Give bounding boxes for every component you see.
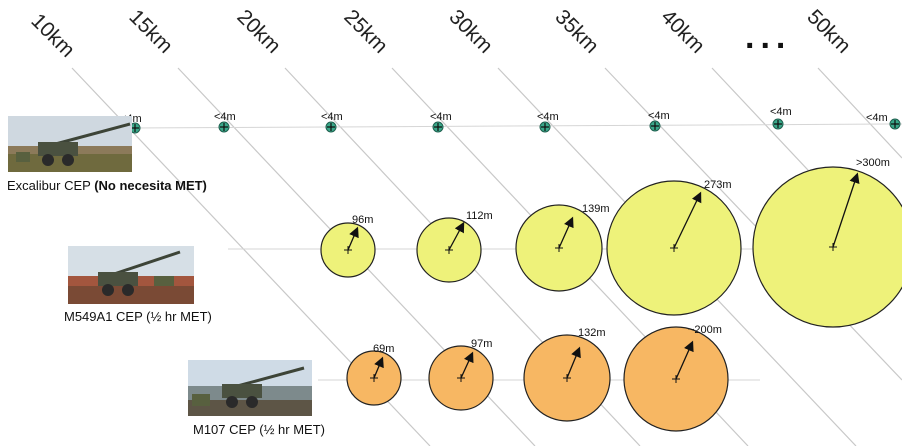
m107-cep-circle: 132m (523, 327, 611, 422)
excalibur-marker: <4m (648, 110, 670, 132)
excalibur-marker: <4m (770, 106, 792, 130)
excalibur-caption-name: Excalibur CEP (7, 178, 91, 193)
range-guide-line (604, 67, 902, 381)
range-label: 30km (444, 5, 497, 58)
excalibur-marker: <4m (214, 111, 236, 133)
range-guide-line (817, 67, 902, 159)
excalibur-howitzer-photo (8, 116, 132, 172)
m549-row-caption: M549A1 CEP (½ hr MET) (64, 309, 212, 324)
excalibur-markers: <4m <4m <4m <4m <4m (120, 106, 901, 134)
m549-cep-circle: 273m (606, 179, 742, 316)
m107-cep-circle: 69m (346, 343, 402, 406)
m107-cep-circle: 97m (428, 338, 494, 411)
m107-cep-label: ~200m (688, 324, 722, 336)
range-label: 15km (124, 5, 177, 58)
m549-cep-label: 139m (582, 203, 610, 215)
range-label: 20km (232, 5, 285, 58)
m549-cep-label: 96m (352, 214, 373, 226)
m549-cep-label: 273m (704, 179, 732, 191)
m107-cep-label: 132m (578, 327, 606, 339)
range-labels: 10km 15km 20km 25km 30km 35km 40km ... 5… (26, 5, 855, 62)
m549-cep-circle: 139m (515, 203, 610, 292)
m549-cep-circle: >300m (752, 157, 902, 328)
range-label: 25km (339, 5, 392, 58)
m549-cep-label: >300m (856, 157, 890, 169)
excalibur-cep-label: <4m (648, 110, 670, 122)
m107-row-caption: M107 CEP (½ hr MET) (193, 422, 325, 437)
excalibur-cep-label: <4m (537, 111, 559, 123)
m549-cep-circle: 112m (416, 210, 493, 283)
excalibur-marker: <4m (537, 111, 559, 133)
excalibur-cep-label: <4m (321, 111, 343, 123)
excalibur-cep-label: <4m (214, 111, 236, 123)
m107-circles: 69m 97m 132m ~200m (346, 324, 729, 432)
excalibur-cep-label: <4m (866, 112, 888, 124)
excalibur-caption-note: (No necesita MET) (94, 178, 207, 193)
m107-cep-label: 97m (471, 338, 492, 350)
m107-cep-circle: ~200m (623, 324, 729, 432)
m549-cep-label: 112m (466, 210, 493, 222)
m549-circles: 96m 112m 139m 273m (320, 157, 902, 328)
range-label: 10km (26, 9, 79, 62)
m549-cep-circle: 96m (320, 214, 376, 278)
excalibur-row-caption: Excalibur CEP (No necesita MET) (7, 178, 207, 193)
excalibur-cep-label: <4m (430, 111, 452, 123)
excalibur-row-line (129, 123, 902, 129)
excalibur-marker: <4m (321, 111, 343, 133)
m107-howitzer-photo (188, 360, 312, 416)
excalibur-marker: <4m (430, 111, 452, 133)
m107-cep-label: 69m (373, 343, 394, 355)
range-label: 35km (550, 5, 603, 58)
excalibur-marker: <4m (866, 112, 901, 130)
range-label: 50km (802, 5, 855, 58)
range-label: 40km (656, 5, 709, 58)
range-ellipsis: ... (745, 18, 791, 56)
excalibur-cep-label: <4m (770, 106, 792, 118)
m549-howitzer-photo (68, 246, 194, 304)
